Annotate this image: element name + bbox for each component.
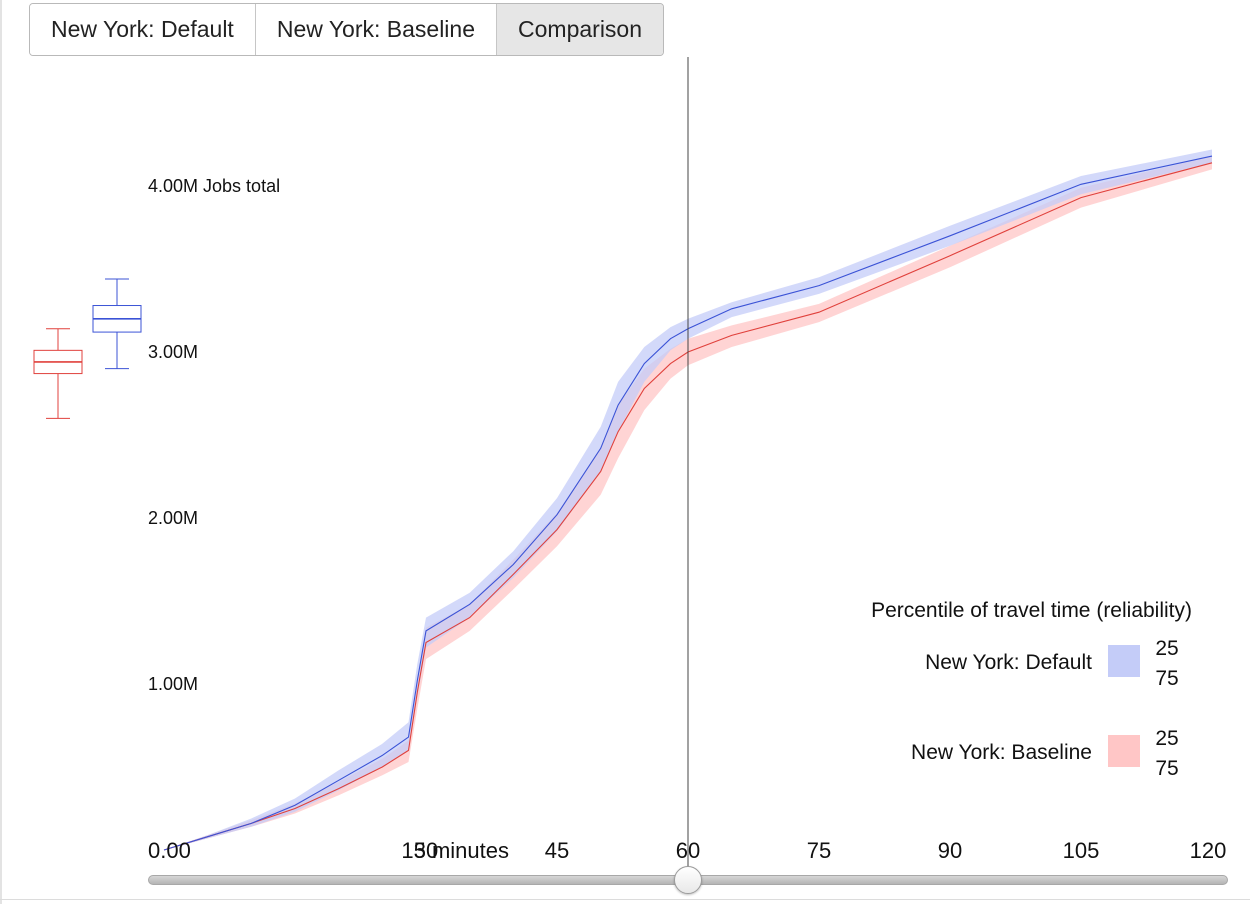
x-tick-label: 15 minutes (401, 838, 509, 863)
series-line-baseline (163, 162, 1213, 851)
legend-title: Percentile of travel time (reliability) (871, 599, 1192, 622)
x-tick-label: 30 (414, 838, 438, 863)
y-tick-label: 1.00M (148, 674, 198, 694)
travel-time-slider-thumb[interactable] (674, 866, 702, 894)
x-tick-label: 0.00 (148, 838, 191, 863)
x-tick-label: 60 (676, 838, 700, 863)
boxplot-baseline (33, 328, 83, 419)
x-tick-label: 120 (1190, 838, 1227, 863)
legend-percentile-upper: 25 (1155, 727, 1178, 750)
x-tick-label: 75 (807, 838, 831, 863)
x-tick-label: 90 (938, 838, 962, 863)
legend-percentile-upper: 25 (1155, 637, 1178, 660)
divider (0, 899, 1250, 900)
x-tick-label: 45 (545, 838, 569, 863)
legend-percentile-lower: 75 (1155, 757, 1178, 780)
y-tick-label: 3.00M (148, 342, 198, 362)
view-tabs: New York: Default New York: Baseline Com… (29, 3, 665, 56)
legend-swatch (1108, 735, 1140, 767)
boxplot-default (92, 278, 142, 370)
series-line-default (163, 155, 1213, 851)
y-tick-label: 4.00M Jobs total (148, 176, 280, 196)
y-tick-label: 2.00M (148, 508, 198, 528)
legend-percentile-lower: 75 (1155, 667, 1178, 690)
tab-comparison[interactable]: Comparison (497, 4, 664, 55)
legend-entry-label: New York: Baseline (911, 741, 1092, 764)
legend-entry-label: New York: Default (925, 651, 1092, 674)
tab-new-york-baseline[interactable]: New York: Baseline (255, 4, 498, 55)
tab-new-york-default[interactable]: New York: Default (30, 4, 256, 55)
legend-swatch (1108, 645, 1140, 677)
x-tick-label: 105 (1063, 838, 1100, 863)
